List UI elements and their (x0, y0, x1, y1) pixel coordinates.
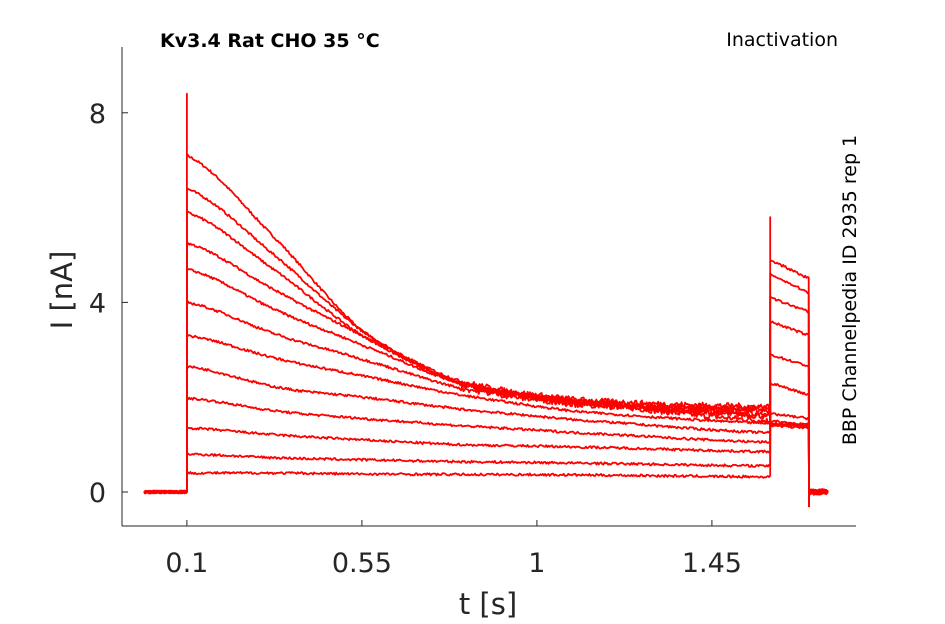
trace-sweep-10 (143, 296, 829, 508)
traces (143, 92, 829, 508)
trace-sweep-7 (143, 334, 829, 508)
y-tick-label: 4 (89, 288, 106, 319)
chart-title: Kv3.4 Rat CHO 35 °C (160, 30, 380, 52)
trace-sweep-4 (143, 242, 829, 508)
trace-sweep-8 (143, 352, 829, 508)
x-axis-label: t [s] (459, 587, 517, 621)
protocol-label: Inactivation (726, 29, 838, 51)
y-axis-label: I [nA] (45, 251, 79, 330)
y-tick-label: 8 (89, 99, 106, 130)
x-tick-label: 1.45 (682, 548, 742, 579)
x-tick-label: 0.1 (165, 548, 208, 579)
channelpedia-id-label: BBP Channelpedia ID 2935 rep 1 (839, 135, 861, 445)
y-tick-label: 0 (89, 478, 106, 509)
trace-sweep-9 (144, 320, 829, 508)
x-tick-label: 0.55 (332, 548, 392, 579)
trace-sweep-6 (144, 300, 829, 508)
x-tick-label: 1 (528, 548, 545, 579)
trace-sweep-12 (143, 216, 828, 508)
trace-sweep-2 (143, 187, 829, 508)
trace-sweep-11 (143, 272, 829, 508)
